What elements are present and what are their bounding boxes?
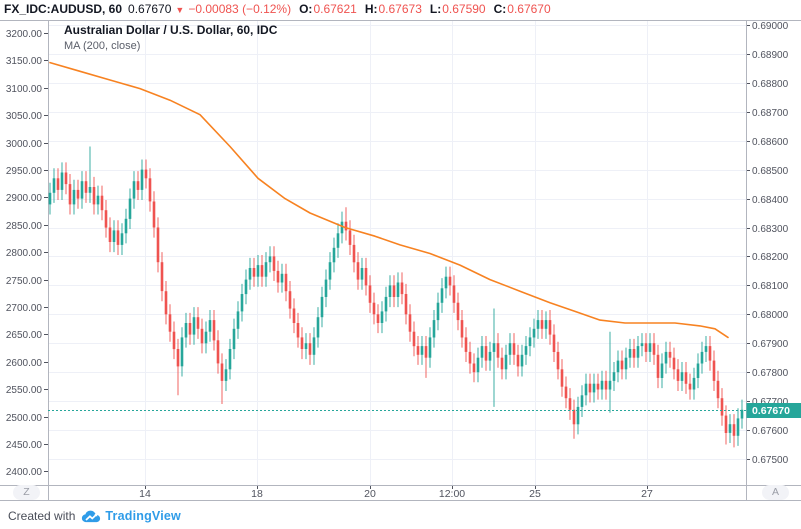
svg-text:0.68200: 0.68200 bbox=[752, 252, 789, 263]
svg-text:3100.00: 3100.00 bbox=[6, 84, 43, 95]
high-label: H: bbox=[364, 2, 378, 16]
svg-text:3050.00: 3050.00 bbox=[6, 111, 43, 122]
svg-text:0.68700: 0.68700 bbox=[752, 108, 789, 119]
svg-text:2650.00: 2650.00 bbox=[6, 330, 43, 341]
svg-text:2600.00: 2600.00 bbox=[6, 358, 43, 369]
svg-text:2950.00: 2950.00 bbox=[6, 166, 43, 177]
svg-text:0.67800: 0.67800 bbox=[752, 368, 789, 379]
svg-text:2700.00: 2700.00 bbox=[6, 303, 43, 314]
tradingview-link[interactable]: TradingView bbox=[105, 509, 181, 523]
price-change: −0.00083 (−0.12%) bbox=[188, 2, 292, 16]
svg-text:0.68400: 0.68400 bbox=[752, 195, 789, 206]
svg-text:12:00: 12:00 bbox=[439, 488, 465, 500]
pane-title: Australian Dollar / U.S. Dollar, 60, IDC… bbox=[64, 23, 277, 54]
svg-text:2550.00: 2550.00 bbox=[6, 385, 43, 396]
svg-text:0.68800: 0.68800 bbox=[752, 79, 789, 90]
low-label: L: bbox=[429, 2, 442, 16]
svg-text:0.68000: 0.68000 bbox=[752, 310, 789, 321]
auto-scale-button[interactable]: A bbox=[762, 485, 789, 500]
svg-text:0.68100: 0.68100 bbox=[752, 281, 789, 292]
svg-text:3000.00: 3000.00 bbox=[6, 139, 43, 150]
close-label: C: bbox=[493, 2, 507, 16]
tradingview-cloud-icon bbox=[82, 510, 101, 522]
timezone-button[interactable]: Z bbox=[13, 485, 40, 500]
svg-text:0.67700: 0.67700 bbox=[752, 397, 789, 408]
down-arrow-icon: ▼ bbox=[175, 5, 185, 15]
ma-study-label[interactable]: MA (200, close) bbox=[64, 40, 141, 52]
svg-text:0.67600: 0.67600 bbox=[752, 426, 789, 437]
svg-text:25: 25 bbox=[529, 488, 541, 500]
svg-text:18: 18 bbox=[251, 488, 263, 500]
open-value: 0.67621 bbox=[313, 2, 357, 16]
ohlc-legend: FX_IDC:AUDUSD, 60 0.67670 ▼ −0.00083 (−0.12… bbox=[4, 1, 551, 18]
svg-text:0.67500: 0.67500 bbox=[752, 455, 789, 466]
svg-text:0.68900: 0.68900 bbox=[752, 50, 789, 61]
svg-text:20: 20 bbox=[364, 488, 376, 500]
open-label: O: bbox=[299, 2, 313, 16]
high-value: 0.67673 bbox=[378, 2, 422, 16]
svg-text:2900.00: 2900.00 bbox=[6, 193, 43, 204]
svg-text:2800.00: 2800.00 bbox=[6, 248, 43, 259]
ma-line bbox=[49, 61, 729, 339]
svg-text:0.67670: 0.67670 bbox=[752, 405, 790, 417]
svg-text:2500.00: 2500.00 bbox=[6, 413, 43, 424]
svg-text:0.67900: 0.67900 bbox=[752, 339, 789, 350]
svg-text:0.69000: 0.69000 bbox=[752, 21, 789, 32]
close-value: 0.67670 bbox=[507, 2, 551, 16]
svg-text:0.68500: 0.68500 bbox=[752, 166, 789, 177]
svg-text:3150.00: 3150.00 bbox=[6, 56, 43, 67]
last-price: 0.67670 bbox=[128, 2, 172, 16]
price-badge: 0.67670 bbox=[746, 403, 801, 418]
pane-borders bbox=[0, 20, 801, 501]
low-value: 0.67590 bbox=[442, 2, 486, 16]
svg-text:0.68300: 0.68300 bbox=[752, 224, 789, 235]
gridlines bbox=[48, 20, 746, 485]
svg-text:2450.00: 2450.00 bbox=[6, 440, 43, 451]
attribution-footer: Created with TradingView bbox=[8, 507, 181, 525]
svg-text:14: 14 bbox=[139, 488, 151, 500]
instrument-title[interactable]: Australian Dollar / U.S. Dollar, 60, IDC bbox=[64, 23, 278, 37]
candles bbox=[48, 146, 744, 448]
price-chart[interactable]: 0.69000 0.68900 0.68800 0.68700 0.68600 0.685… bbox=[0, 0, 801, 503]
axis-labels: 0.69000 0.68900 0.68800 0.68700 0.68600 0.685… bbox=[6, 21, 789, 500]
created-with-label: Created with bbox=[8, 509, 76, 523]
svg-text:2400.00: 2400.00 bbox=[6, 467, 43, 478]
symbol-label[interactable]: FX_IDC:AUDUSD, 60 bbox=[4, 2, 123, 16]
svg-text:3200.00: 3200.00 bbox=[6, 29, 43, 40]
svg-text:2850.00: 2850.00 bbox=[6, 221, 43, 232]
svg-text:2750.00: 2750.00 bbox=[6, 276, 43, 287]
svg-text:0.68600: 0.68600 bbox=[752, 137, 789, 148]
svg-text:27: 27 bbox=[641, 488, 653, 500]
